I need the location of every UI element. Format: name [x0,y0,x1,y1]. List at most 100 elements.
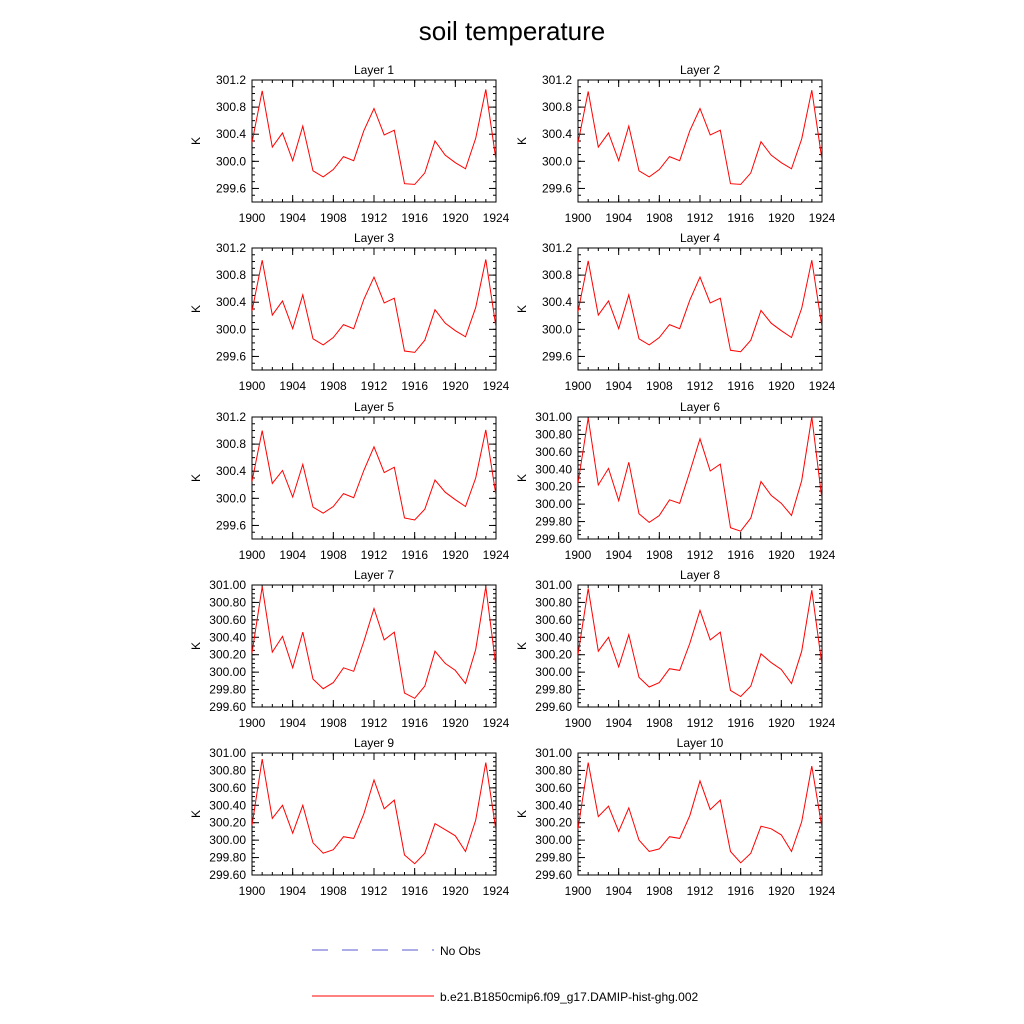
panel-title: Layer 8 [680,568,720,582]
x-tick-label: 1904 [279,716,306,730]
panel-layer-10: Layer 10 K 1900 1904 1908 1912 1916 1920 1924 301… [515,736,836,898]
y-tick-label: 300.40 [535,798,572,812]
x-tick-label: 1920 [442,211,469,225]
x-tick-label: 1916 [727,548,754,562]
x-tick-label: 1900 [239,548,266,562]
y-tick-label: 300.60 [209,781,246,795]
panel-grid: Layer 1 K 1900 1904 1908 1912 1916 1920 1924 301.… [189,63,836,898]
y-axis-label: K [515,474,529,482]
y-tick-label: 300.00 [209,665,246,679]
plot-frame [577,247,823,371]
plot-frame [251,247,497,371]
x-tick-label: 1912 [687,716,714,730]
y-tick-label: 300.8 [216,100,246,114]
figure-title: soil temperature [419,16,605,46]
panel-title: Layer 6 [680,400,720,414]
x-tick-label: 1908 [320,716,347,730]
y-tick-label: 300.80 [535,763,572,777]
y-tick-label: 300.8 [542,100,572,114]
x-tick-label: 1912 [361,716,388,730]
legend: No Obs b.e21.B1850cmip6.f09_g17.DAMIP-hi… [312,944,698,1004]
x-tick-label: 1924 [483,211,510,225]
x-tick-label: 1912 [361,211,388,225]
x-tick-label: 1920 [768,379,795,393]
panel-layer-7: Layer 7 K 1900 1904 1908 1912 1916 1920 1924 301.… [189,568,510,730]
x-tick-label: 1920 [768,884,795,898]
x-tick-label: 1904 [605,716,632,730]
y-tick-label: 300.80 [209,763,246,777]
y-tick-label: 299.60 [209,700,246,714]
panel-layer-5: Layer 5 K 1900 1904 1908 1912 1916 1920 1924 301.… [189,400,510,562]
panel-layer-2: Layer 2 K 1900 1904 1908 1912 1916 1920 1924 301.… [515,63,836,225]
y-axis-label: K [189,305,203,313]
x-tick-label: 1900 [239,379,266,393]
x-tick-label: 1916 [727,379,754,393]
y-tick-label: 300.0 [216,322,246,336]
series-line [578,417,822,532]
x-tick-label: 1904 [279,548,306,562]
y-axis-label: K [515,642,529,650]
legend-item-model-run: b.e21.B1850cmip6.f09_g17.DAMIP-hist-ghg.… [312,990,698,1004]
series-line [578,260,822,353]
x-tick-label: 1900 [565,211,592,225]
x-tick-label: 1924 [809,716,836,730]
y-tick-label: 299.60 [535,532,572,546]
series-line [252,89,496,185]
panel-title: Layer 5 [354,400,394,414]
x-tick-label: 1904 [279,379,306,393]
series-line [252,586,496,699]
y-tick-label: 299.80 [535,851,572,865]
y-tick-label: 300.00 [535,833,572,847]
y-axis-label: K [189,810,203,818]
x-tick-label: 1920 [442,379,469,393]
y-tick-label: 300.0 [542,154,572,168]
x-tick-label: 1924 [809,884,836,898]
x-tick-label: 1908 [646,211,673,225]
y-tick-label: 300.20 [209,648,246,662]
x-tick-label: 1924 [483,884,510,898]
y-tick-label: 299.60 [535,868,572,882]
x-tick-label: 1904 [605,211,632,225]
y-tick-label: 300.0 [216,491,246,505]
y-tick-label: 300.40 [535,630,572,644]
y-tick-label: 299.80 [535,683,572,697]
x-tick-label: 1908 [320,884,347,898]
x-tick-label: 1908 [646,716,673,730]
series-line [578,762,822,864]
x-tick-label: 1912 [361,884,388,898]
x-tick-label: 1912 [687,211,714,225]
panel-title: Layer 3 [354,231,394,245]
panel-layer-1: Layer 1 K 1900 1904 1908 1912 1916 1920 1924 301.… [189,63,510,225]
series-line [578,90,822,185]
plot-frame [577,584,823,708]
x-tick-label: 1920 [442,548,469,562]
y-tick-label: 299.6 [216,518,246,532]
x-tick-label: 1924 [483,716,510,730]
x-tick-label: 1920 [768,211,795,225]
x-tick-label: 1908 [646,379,673,393]
panel-title: Layer 2 [680,63,720,77]
panel-layer-3: Layer 3 K 1900 1904 1908 1912 1916 1920 1924 301.… [189,231,510,393]
y-tick-label: 300.60 [535,613,572,627]
y-tick-label: 300.4 [216,127,246,141]
plot-frame [577,752,823,876]
y-tick-label: 300.60 [535,781,572,795]
y-tick-label: 299.6 [542,181,572,195]
y-tick-label: 300.8 [216,437,246,451]
x-tick-label: 1920 [442,716,469,730]
y-tick-label: 301.00 [209,578,246,592]
x-tick-label: 1916 [727,211,754,225]
x-tick-label: 1912 [361,548,388,562]
x-tick-label: 1904 [605,379,632,393]
panel-title: Layer 1 [354,63,394,77]
x-tick-label: 1916 [727,884,754,898]
y-tick-label: 299.6 [216,181,246,195]
y-tick-label: 299.80 [209,851,246,865]
y-tick-label: 300.40 [209,798,246,812]
x-tick-label: 1900 [239,211,266,225]
x-tick-label: 1924 [483,548,510,562]
x-tick-label: 1916 [401,548,428,562]
y-tick-label: 300.8 [542,268,572,282]
y-axis-label: K [189,642,203,650]
y-tick-label: 300.4 [216,295,246,309]
